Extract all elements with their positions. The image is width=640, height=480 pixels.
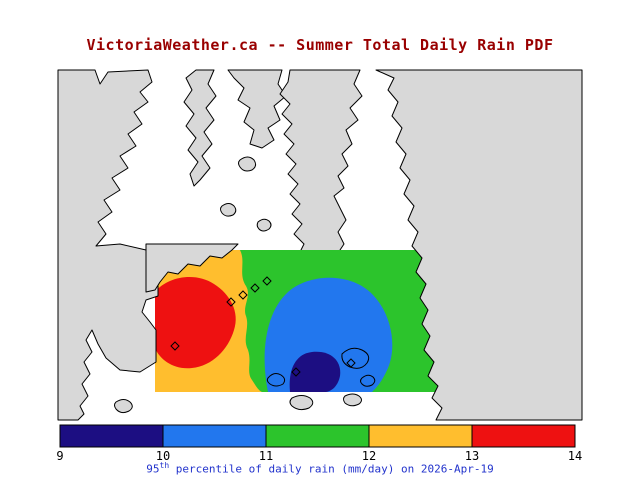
peninsula-west: [183, 69, 217, 187]
colorbar-segment: [265, 424, 370, 448]
small-island: [238, 156, 257, 172]
island-blob-north: [227, 69, 287, 149]
island-outline-group: [266, 347, 376, 387]
station-marker-diamond: [226, 297, 236, 307]
station-marker-diamond: [238, 290, 248, 300]
page-title: VictoriaWeather.ca -- Summer Total Daily…: [86, 36, 554, 54]
land-group-back: [183, 69, 363, 265]
station-marker-diamond: [170, 341, 180, 351]
small-island: [220, 203, 237, 217]
station-marker-diamond: [291, 367, 301, 377]
small-island: [289, 395, 314, 411]
colorbar-caption: 95th percentile of daily rain (mm/day) o…: [0, 461, 640, 476]
colorbar-tick: 13: [464, 449, 480, 463]
coast-west-landmass: [57, 69, 159, 421]
station-markers: [170, 276, 356, 377]
contour-navy-region: [289, 351, 341, 392]
colorbar-tick: 9: [56, 449, 64, 463]
colorbar-segment: [59, 424, 164, 448]
contour-red-region: [155, 277, 236, 369]
colorbar-tick: 12: [361, 449, 377, 463]
caption-value: 95: [146, 462, 160, 476]
island-outline: [341, 347, 370, 369]
station-marker-diamond: [346, 358, 356, 368]
colorbar: [59, 424, 576, 448]
island-outline: [360, 374, 376, 387]
caption-text: percentile of daily rain (mm/day) on 202…: [169, 462, 494, 476]
small-island: [114, 399, 133, 414]
land-group-front: [57, 69, 583, 421]
colorbar-tick: 11: [258, 449, 274, 463]
caption-superscript: th: [159, 461, 170, 470]
colorbar-tick: 14: [567, 449, 583, 463]
coast-east-landmass: [375, 69, 583, 421]
colorbar-segment: [162, 424, 267, 448]
station-marker-diamond: [262, 276, 272, 286]
colorbar-segment: [368, 424, 473, 448]
small-island: [256, 218, 272, 232]
peninsula-central: [279, 69, 363, 265]
small-island: [343, 393, 362, 407]
island-outline: [266, 373, 286, 387]
colorbar-tick: 10: [155, 449, 171, 463]
colorbar-segment: [471, 424, 576, 448]
coast-sooke-wedge: [145, 243, 239, 293]
contour-overlay: [155, 250, 445, 392]
station-marker-diamond: [250, 283, 260, 293]
